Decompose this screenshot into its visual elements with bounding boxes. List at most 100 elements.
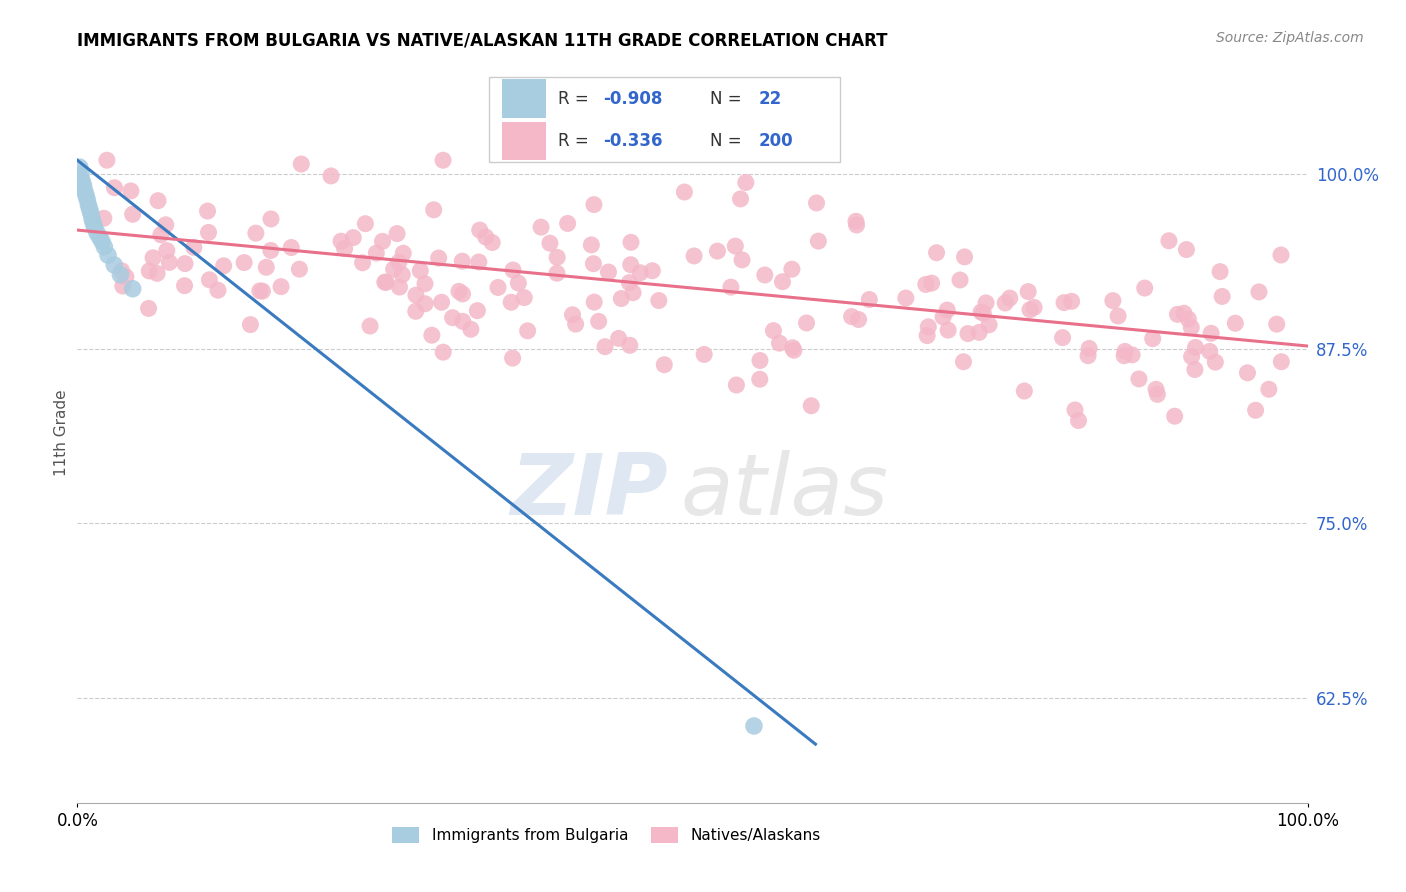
Point: [648, 293, 671, 308]
Point: [382, 262, 405, 277]
Text: Source: ZipAtlas.com: Source: ZipAtlas.com: [1216, 31, 1364, 45]
Point: [1128, 372, 1150, 386]
Point: [120, 184, 142, 198]
Point: [233, 255, 256, 269]
Point: [762, 324, 785, 338]
Point: [1114, 344, 1136, 359]
Point: [952, 355, 974, 369]
Point: [970, 305, 993, 319]
Point: [734, 176, 756, 190]
Point: [1053, 295, 1076, 310]
Text: atlas: atlas: [681, 450, 889, 533]
Point: [1114, 349, 1136, 363]
Point: [174, 257, 197, 271]
Point: [83, 220, 105, 235]
Point: [319, 169, 342, 183]
Point: [858, 293, 880, 307]
Point: [254, 260, 277, 275]
Point: [772, 275, 794, 289]
Point: [70, 174, 93, 188]
Point: [121, 207, 143, 221]
Point: [249, 284, 271, 298]
Point: [641, 264, 664, 278]
Point: [391, 268, 413, 282]
Text: 22: 22: [759, 89, 782, 108]
Point: [115, 269, 138, 284]
Point: [432, 345, 454, 359]
Point: [967, 326, 990, 340]
Point: [1173, 306, 1195, 320]
Point: [588, 314, 610, 328]
Point: [1142, 332, 1164, 346]
Point: [198, 273, 221, 287]
Point: [447, 285, 470, 299]
Point: [949, 273, 972, 287]
Point: [1236, 366, 1258, 380]
Point: [80, 206, 103, 220]
Point: [430, 295, 453, 310]
Point: [146, 266, 169, 280]
Point: [212, 259, 235, 273]
Point: [1177, 312, 1199, 326]
Point: [75, 188, 97, 202]
Point: [467, 303, 489, 318]
Point: [1064, 403, 1087, 417]
Y-axis label: 11th Grade: 11th Grade: [53, 389, 69, 476]
Point: [977, 318, 1000, 332]
Point: [914, 277, 936, 292]
Point: [388, 280, 411, 294]
Point: [103, 180, 125, 194]
Point: [260, 244, 283, 258]
Point: [245, 226, 267, 240]
Point: [352, 256, 374, 270]
Point: [173, 278, 195, 293]
Point: [1024, 301, 1046, 315]
Point: [451, 254, 474, 268]
Point: [121, 282, 143, 296]
Point: [441, 310, 464, 325]
Point: [841, 310, 863, 324]
Point: [460, 322, 482, 336]
Point: [780, 262, 803, 277]
Point: [807, 234, 830, 248]
Point: [451, 287, 474, 301]
Point: [1198, 344, 1220, 359]
Point: [1146, 387, 1168, 401]
Point: [502, 263, 524, 277]
Point: [994, 296, 1017, 310]
Text: R =: R =: [558, 132, 595, 150]
Point: [82, 216, 104, 230]
Point: [557, 217, 579, 231]
Point: [731, 252, 754, 267]
Point: [359, 319, 381, 334]
Point: [1211, 289, 1233, 303]
Point: [720, 280, 742, 294]
Point: [1247, 285, 1270, 299]
Legend: Immigrants from Bulgaria, Natives/Alaskans: Immigrants from Bulgaria, Natives/Alaska…: [384, 820, 828, 851]
Point: [796, 316, 818, 330]
Text: -0.908: -0.908: [603, 89, 662, 108]
Point: [894, 291, 917, 305]
Point: [1121, 348, 1143, 362]
Text: R =: R =: [558, 89, 595, 108]
Point: [76, 192, 98, 206]
Point: [468, 223, 491, 237]
Point: [956, 326, 979, 341]
Point: [432, 153, 454, 168]
Point: [97, 248, 120, 262]
Point: [1077, 349, 1099, 363]
Point: [77, 198, 100, 212]
Point: [513, 291, 536, 305]
Point: [768, 336, 790, 351]
Point: [138, 264, 160, 278]
Point: [481, 235, 503, 250]
Point: [724, 239, 747, 253]
Point: [581, 238, 603, 252]
Point: [239, 318, 262, 332]
Text: -0.336: -0.336: [603, 132, 662, 150]
Point: [582, 197, 605, 211]
Point: [845, 218, 868, 232]
Point: [413, 297, 436, 311]
Point: [405, 304, 427, 318]
Point: [936, 323, 959, 337]
